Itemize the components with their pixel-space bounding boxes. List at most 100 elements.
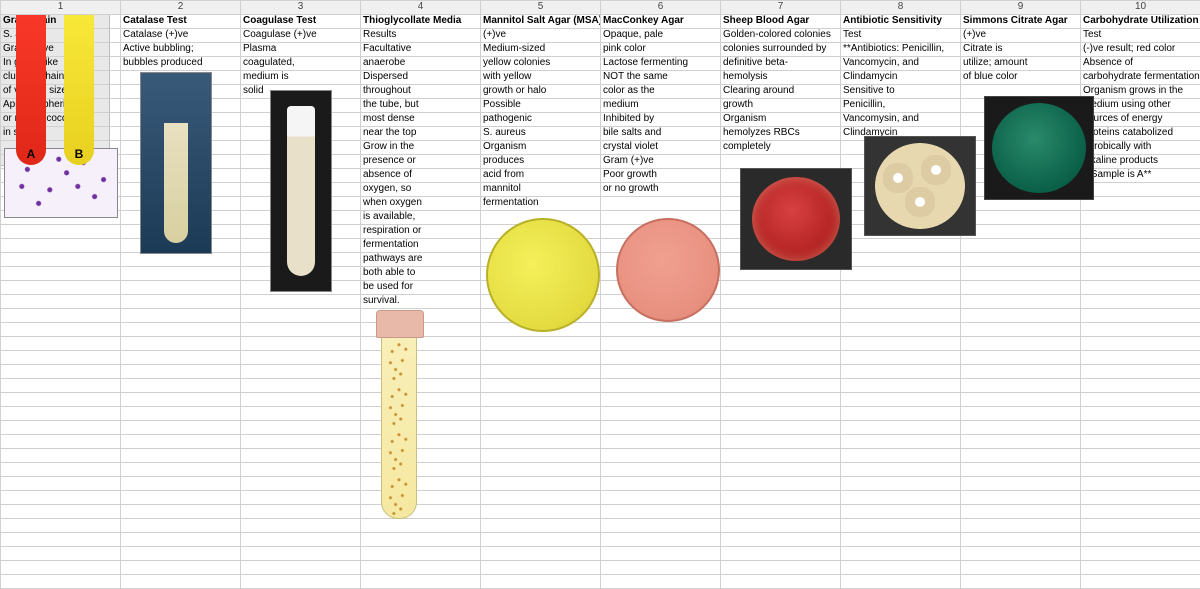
table-row [1,519,1200,533]
cell [1081,421,1200,435]
cell: Proteins catabolized [1081,127,1200,141]
cell [961,463,1081,477]
tube-b-label: B [64,147,94,161]
cell [1081,463,1200,477]
table-row: both able to [1,267,1200,281]
cell: respiration or [361,225,481,239]
cell [601,421,721,435]
cell [601,575,721,589]
cell: medium using other [1081,99,1200,113]
cell [1,505,121,519]
cell [721,519,841,533]
cell [961,253,1081,267]
cell [961,449,1081,463]
cell [961,225,1081,239]
cell [241,421,361,435]
colnum: 7 [721,1,841,15]
cell [481,505,601,519]
table-row: Gram (+)veActive bubbling;PlasmaFacultat… [1,43,1200,57]
cell: Catalase (+)ve [121,29,241,43]
cell [121,323,241,337]
cell: alkaline products [1081,155,1200,169]
cell [1,463,121,477]
cell [241,533,361,547]
cell [1081,295,1200,309]
cell: aerobically with [1081,141,1200,155]
antibiotic-disk [893,173,903,183]
cell: Clindamycin [841,71,961,85]
cell: survival. [361,295,481,309]
cell [961,379,1081,393]
cell [481,379,601,393]
cell [1,519,121,533]
cell [241,337,361,351]
cell: fermentation [361,239,481,253]
cell [601,547,721,561]
cell [121,463,241,477]
cell [121,533,241,547]
cell [1081,309,1200,323]
cell [961,337,1081,351]
cell [721,449,841,463]
cell [961,505,1081,519]
cell [241,449,361,463]
cell [241,519,361,533]
cell [841,379,961,393]
abx-plate [875,143,965,229]
cell [241,477,361,491]
table-row [1,351,1200,365]
cell [1,337,121,351]
msa-agar-plate-image [486,218,600,332]
colnum: 3 [241,1,361,15]
cell [1,407,121,421]
cell [1081,253,1200,267]
cell [601,477,721,491]
cell [481,519,601,533]
table-row [1,407,1200,421]
cell: pathogenic [481,113,601,127]
cell [481,421,601,435]
cell [241,295,361,309]
cell [241,407,361,421]
cell [121,309,241,323]
cell [121,547,241,561]
cell [721,505,841,519]
colnum: 6 [601,1,721,15]
cell: S. aureus [481,127,601,141]
cell [961,491,1081,505]
cell: near the top [361,127,481,141]
colnum: 9 [961,1,1081,15]
cell: definitive beta- [721,57,841,71]
cell [841,477,961,491]
cell: Plasma [241,43,361,57]
cell [1,239,121,253]
cell [601,505,721,519]
cell [121,407,241,421]
cell [961,295,1081,309]
cell [1,281,121,295]
cell [841,505,961,519]
cell: carbohydrate fermentation [1081,71,1200,85]
cell [721,281,841,295]
cell [1081,211,1200,225]
table-row [1,421,1200,435]
cell [841,337,961,351]
cell: medium [601,99,721,113]
cell [1081,407,1200,421]
cell [241,351,361,365]
cell: throughout [361,85,481,99]
colnum: 4 [361,1,481,15]
cell [1,309,121,323]
cell [1081,547,1200,561]
cell [1081,183,1200,197]
macconkey-agar-plate-image [616,218,720,322]
cell [721,435,841,449]
cell [721,547,841,561]
cell: **Sample is A** [1081,169,1200,183]
cell: presence or [361,155,481,169]
cell [1081,449,1200,463]
cell [841,421,961,435]
cell [1081,533,1200,547]
table-row [1,463,1200,477]
cell [121,421,241,435]
